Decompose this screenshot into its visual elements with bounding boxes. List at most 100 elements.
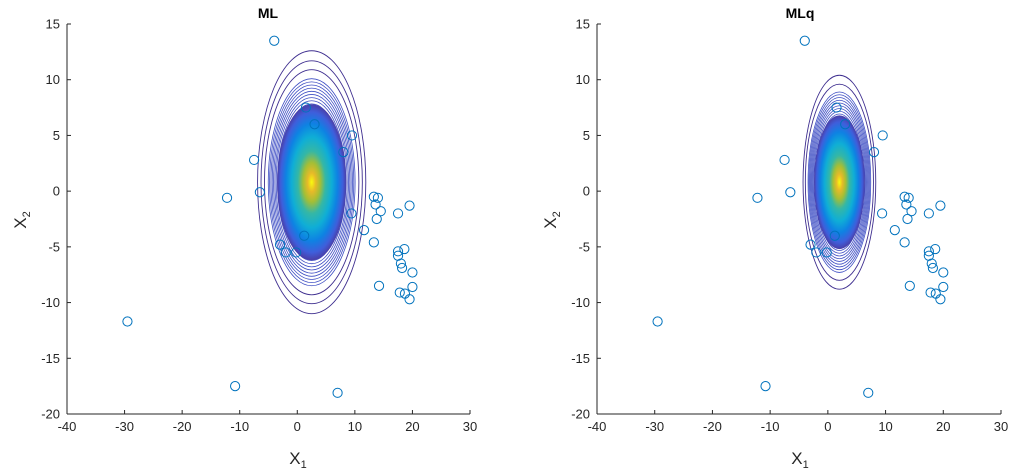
y-tick-label: -5 — [578, 239, 590, 254]
density-contour — [809, 97, 870, 268]
scatter-point — [923, 250, 934, 261]
scatter-point — [392, 208, 404, 219]
x-tick-label: 0 — [294, 419, 301, 434]
y-tick-label: -20 — [41, 407, 60, 422]
density-contour — [271, 87, 352, 277]
x-tick-label: -10 — [761, 419, 780, 434]
scatter-point — [375, 206, 386, 217]
y-tick-label: 10 — [46, 72, 60, 87]
x-tick-label: 30 — [463, 419, 477, 434]
density-contour — [813, 108, 866, 257]
scatter-point — [785, 187, 796, 198]
y-tick-label: -10 — [41, 295, 60, 310]
chart-title-ml: ML — [258, 5, 279, 21]
scatter-point — [760, 381, 771, 392]
scatter-point — [901, 199, 912, 210]
scatter-point — [831, 102, 842, 113]
scatter-point — [230, 381, 241, 392]
density-contour — [275, 97, 348, 268]
axes-ml: -40 -30 -20 -10 0 10 20 30 -20 -15 -10 -5 0 5 10 15 — [41, 17, 477, 435]
density-contour-outer — [257, 50, 367, 315]
scatter-point — [394, 287, 405, 298]
y-tick-label: -15 — [41, 351, 60, 366]
scatter-point — [752, 192, 763, 203]
scatter-point — [811, 247, 822, 258]
scatter-point — [903, 192, 914, 203]
y-tick-label: -15 — [571, 351, 590, 366]
density-contour — [808, 94, 871, 271]
scatter-point — [404, 200, 415, 211]
y-tick-label: 15 — [576, 17, 590, 32]
scatter-point — [221, 192, 233, 203]
x-tick-label: 20 — [936, 419, 950, 434]
scatter-point — [930, 288, 941, 299]
x-axis-label-ml: X1 — [289, 449, 306, 471]
scatter-point — [300, 102, 312, 113]
scatter-point — [404, 294, 415, 305]
density-contour — [270, 84, 353, 280]
scatter-point — [399, 288, 411, 299]
scatter-point — [291, 247, 302, 258]
chart-mlq: -40 -30 -20 -10 0 10 20 30 -20 -15 -10 -5 0 5 10 15 MLq… — [541, 5, 1008, 471]
scatter-point — [877, 208, 888, 219]
x-tick-label: -10 — [230, 419, 249, 434]
density-contour — [812, 105, 867, 260]
scatter-point — [274, 239, 286, 250]
scatter-point — [799, 35, 810, 46]
density-contours-ml — [257, 50, 367, 315]
x-tick-label: -20 — [173, 419, 192, 434]
density-contour — [267, 78, 356, 287]
scatter-point — [269, 35, 280, 46]
scatter-point — [407, 267, 418, 278]
density-contour — [274, 94, 349, 271]
density-contour-outer — [804, 83, 874, 281]
scatter-point — [358, 225, 370, 236]
scatter-point — [829, 230, 840, 241]
scatter-point — [899, 191, 910, 202]
scatter-point — [370, 199, 381, 210]
scatter-point — [889, 225, 900, 236]
x-tick-label: 10 — [878, 419, 892, 434]
scatter-point — [346, 130, 358, 141]
scatter-point — [863, 387, 874, 398]
x-tick-label: -40 — [58, 419, 77, 434]
scatter-point — [338, 147, 349, 158]
y-tick-label: -10 — [571, 295, 590, 310]
y-tick-label: 0 — [53, 184, 60, 199]
scatter-point — [395, 258, 407, 269]
scatter-point — [372, 192, 383, 203]
scatter-point — [927, 262, 938, 274]
scatter-point — [332, 387, 343, 398]
density-contour-outer — [802, 74, 877, 290]
scatter-point — [926, 258, 937, 269]
scatter-point — [309, 119, 320, 130]
density-contour — [810, 99, 869, 265]
density-contour-outer — [264, 69, 360, 296]
scatter-point — [877, 130, 888, 141]
y-axis-label-mlq: X2 — [541, 211, 563, 228]
x-axis-label-mlq: X1 — [791, 449, 808, 471]
y-tick-label: -5 — [48, 239, 60, 254]
y-tick-label: 5 — [53, 128, 60, 143]
scatter-point — [840, 119, 851, 130]
density-contours-mlq — [802, 74, 877, 290]
scatter-point — [938, 281, 949, 293]
y-tick-label: 10 — [576, 72, 590, 87]
scatter-point — [904, 280, 915, 291]
scatter-point — [122, 316, 133, 327]
y-tick-label: 5 — [583, 128, 590, 143]
y-tick-label: 0 — [583, 184, 590, 199]
scatter-point — [935, 200, 946, 211]
scatter-point — [923, 246, 934, 257]
y-axis-label-ml: X2 — [11, 211, 33, 228]
x-tick-label: -20 — [703, 419, 722, 434]
scatter-point — [779, 154, 790, 166]
chart-title-mlq: MLq — [786, 5, 815, 21]
scatter-point — [923, 208, 934, 219]
y-tick-label: -20 — [571, 407, 590, 422]
density-contour — [269, 81, 355, 284]
scatter-point — [902, 213, 913, 225]
scatter-point — [368, 237, 379, 248]
y-tick-label: 15 — [46, 17, 60, 32]
scatter-point — [299, 230, 310, 241]
